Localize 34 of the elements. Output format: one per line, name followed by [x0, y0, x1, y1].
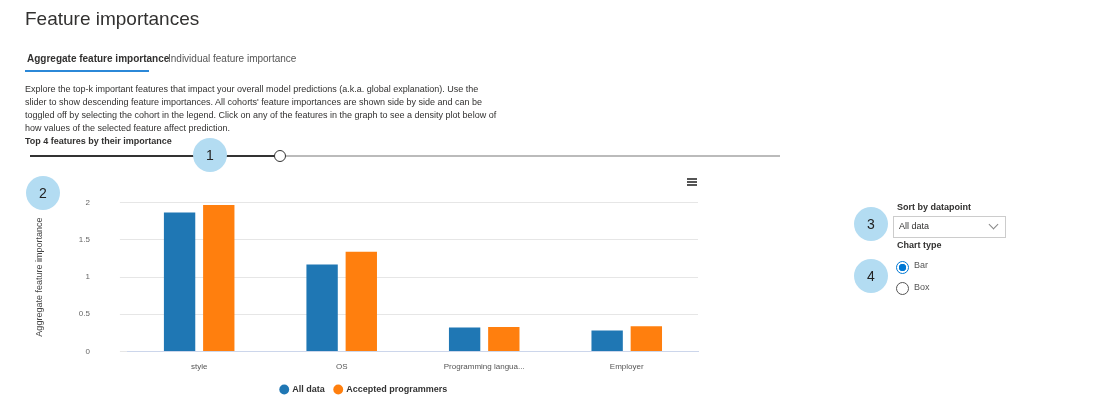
y-tick-label: 1: [85, 272, 91, 282]
y-axis-title: Aggregate feature importance: [33, 217, 44, 337]
text: All data: [899, 221, 930, 231]
text: Explore the top-k important features that impact your overall model predictions (a.k.a. global explanation). Use the slider to show descending feature importances. All cohorts' feature importances are shown side by side and can be toggled off by selecting the cohort in the legend. Click on any of the features in the graph to see a density plot below of how values of the selected feature affect prediction.: [25, 83, 498, 135]
y-tick-label: 1.5: [78, 235, 91, 245]
bar: [203, 205, 235, 351]
x-tick-label: style: [190, 362, 208, 372]
y-tick-label: 0: [85, 346, 91, 356]
bar: [345, 251, 377, 351]
text: Chart type: [897, 240, 942, 250]
x-tick-label: Employer: [609, 362, 644, 372]
text: Aggregate feature importance: [27, 53, 170, 64]
bar: [630, 326, 663, 351]
bar: [163, 212, 196, 351]
text: Individual feature importance: [168, 53, 297, 64]
bar: [306, 264, 338, 351]
text: Top 4 features by their importance: [25, 136, 172, 146]
text: 4: [854, 259, 888, 293]
x-tick-label: OS: [335, 362, 348, 372]
text: Bar: [914, 260, 929, 270]
x-tick-label: Programming langua...: [443, 362, 525, 372]
bar: [488, 326, 520, 351]
legend-label: Accepted programmers: [346, 383, 448, 394]
text: 1: [193, 138, 227, 172]
legend-label: All data: [292, 383, 326, 394]
chart-title: Feature importances: [25, 8, 200, 30]
text: 3: [854, 207, 888, 241]
text: Box: [914, 282, 930, 292]
bar: [448, 327, 481, 351]
y-tick-label: 0.5: [78, 309, 91, 319]
text: Sort by datapoint: [897, 202, 971, 212]
bar: [591, 330, 623, 351]
y-tick-label: 2: [85, 198, 91, 207]
text: 2: [26, 176, 60, 210]
